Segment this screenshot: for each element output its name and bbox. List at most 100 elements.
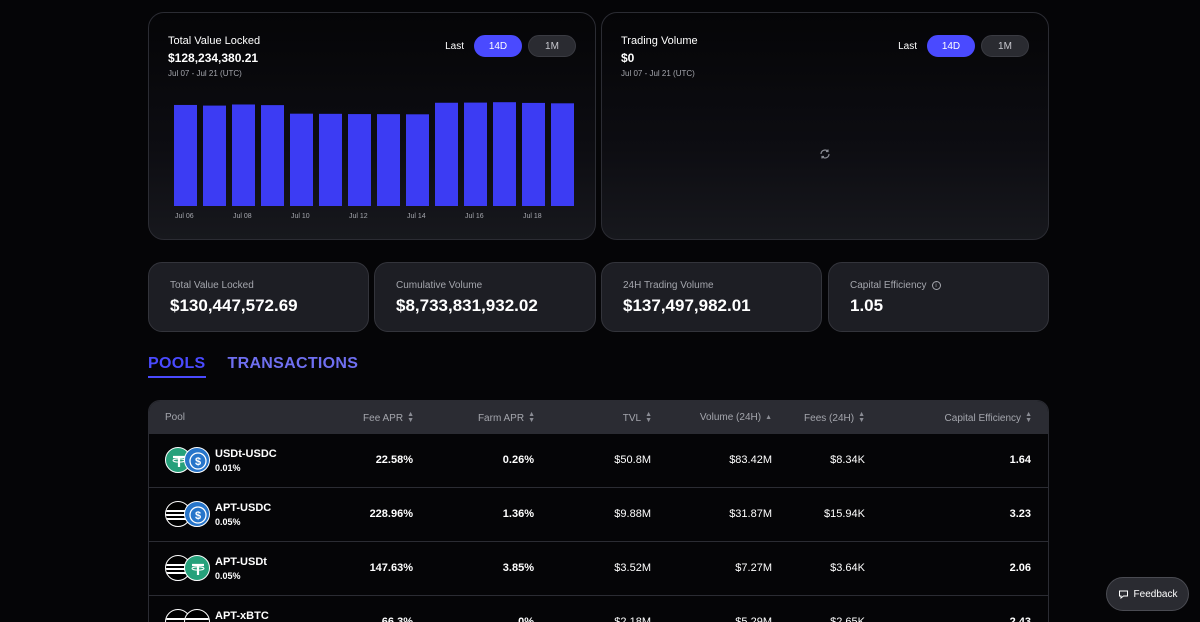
pool-fee-tier: 0.05%: [215, 517, 241, 527]
tvl-bar[interactable]: [464, 102, 487, 206]
table-row[interactable]: APT-USDt 0.05% 147.63% 3.85% $3.52M $7.27M $3.…: [149, 542, 1048, 596]
header-pool-label: Pool: [165, 412, 186, 423]
usdt-token-icon: [184, 555, 210, 581]
x-tick-label: Jul 16: [465, 213, 484, 220]
tvl-bar-chart: Jul 06 Jul 08 Jul 10 Jul 12 Jul 14 Jul 16 Jul …: [174, 102, 574, 220]
cell-fees: $3.64K: [830, 562, 865, 574]
volume-chart-range: Jul 07 - Jul 21 (UTC): [621, 69, 695, 78]
tvl-bar[interactable]: [203, 105, 226, 206]
tvl-bar[interactable]: [232, 104, 255, 206]
cell-volume: $7.27M: [735, 562, 772, 574]
usdc-token-icon: $: [184, 447, 210, 473]
section-tabs: POOLS TRANSACTIONS: [148, 355, 358, 378]
volume-chart-value: $0: [621, 51, 635, 65]
cell-volume: $31.87M: [729, 508, 772, 520]
tvl-bar[interactable]: [174, 104, 197, 206]
tvl-range-last-label: Last: [445, 40, 464, 52]
sort-icon: ▲ ▼: [858, 411, 865, 424]
cell-farm-apr: 1.36%: [502, 508, 534, 520]
x-tick-label: Jul 18: [523, 213, 542, 220]
tvl-bar[interactable]: [435, 102, 458, 206]
x-tick-label: Jul 12: [349, 213, 368, 220]
pool-name: APT-USDC: [215, 502, 272, 514]
sort-icon: ▲ ▼: [1025, 411, 1032, 424]
tvl-range-control: Last 14D 1M: [445, 35, 576, 57]
feedback-label: Feedback: [1133, 588, 1178, 600]
tvl-bar[interactable]: [261, 105, 284, 206]
tvl-chart-range: Jul 07 - Jul 21 (UTC): [168, 69, 242, 78]
table-header: Pool Fee APR ▲ ▼ Farm APR ▲ ▼ TVL ▲ ▼ Volume (…: [149, 401, 1048, 434]
cell-fee-apr: 147.63%: [369, 562, 413, 574]
header-tvl-label: TVL: [622, 412, 642, 424]
tvl-bar[interactable]: [493, 102, 516, 206]
tab-transactions[interactable]: TRANSACTIONS: [227, 355, 359, 372]
xbtc-token-icon: [184, 609, 210, 622]
tvl-bar[interactable]: [348, 114, 371, 206]
pool-name: APT-USDt: [215, 556, 267, 568]
tvl-range-14d-button[interactable]: 14D: [474, 35, 522, 57]
cell-fee-apr: 228.96%: [369, 508, 413, 520]
header-capital-efficiency-label: Capital Efficiency: [944, 412, 1022, 424]
stat-card-24h-volume: 24H Trading Volume $137,497,982.01: [601, 262, 822, 332]
header-fees-label: Fees (24H): [804, 412, 855, 424]
pool-fee-tier: 0.05%: [215, 571, 241, 581]
cell-capital-efficiency: 3.23: [1009, 508, 1031, 520]
header-fee-apr[interactable]: Fee APR ▲ ▼: [363, 411, 414, 424]
stat-label: Total Value Locked: [170, 280, 254, 291]
header-tvl[interactable]: TVL ▲ ▼: [622, 411, 652, 424]
header-capital-efficiency[interactable]: Capital Efficiency ▲ ▼: [944, 411, 1032, 424]
sort-icon: ▲ ▼: [528, 411, 535, 424]
cell-tvl: $3.52M: [614, 562, 651, 574]
tvl-bar[interactable]: [290, 113, 313, 206]
cell-fee-apr: 66.3%: [381, 616, 413, 622]
pool-name: APT-xBTC: [215, 610, 269, 622]
volume-range-14d-button[interactable]: 14D: [927, 35, 975, 57]
tab-pools[interactable]: POOLS: [148, 355, 206, 378]
table-row[interactable]: APT-xBTC 66.3% 0% $2.18M $5.29M $2.65K 2.43: [149, 596, 1048, 622]
volume-range-control: Last 14D 1M: [898, 35, 1029, 57]
cell-fees: $2.65K: [830, 616, 865, 622]
header-volume[interactable]: Volume (24H) ▲: [700, 412, 772, 423]
sort-icon: ▲ ▼: [407, 411, 414, 424]
sort-icon: ▲ ▼: [645, 411, 652, 424]
stat-value: $137,497,982.01: [623, 296, 751, 315]
stat-label-text: Total Value Locked: [170, 280, 254, 291]
cell-volume: $83.42M: [729, 454, 772, 466]
tvl-bar[interactable]: [522, 102, 545, 206]
tvl-chart-title: Total Value Locked: [168, 35, 261, 47]
stat-card-cumulative-volume: Cumulative Volume $8,733,831,932.02: [374, 262, 596, 332]
svg-text:$: $: [195, 456, 201, 468]
stat-label: Cumulative Volume: [396, 280, 482, 291]
pool-name: USDt-USDC: [215, 448, 277, 460]
tvl-bar[interactable]: [551, 103, 574, 206]
cell-capital-efficiency: 2.06: [1009, 562, 1031, 574]
header-fee-apr-label: Fee APR: [363, 412, 404, 424]
tvl-chart-card: Total Value Locked $128,234,380.21 Jul 0…: [148, 12, 596, 240]
x-tick-label: Jul 14: [407, 213, 426, 220]
stat-value: 1.05: [850, 296, 884, 315]
volume-range-1m-button[interactable]: 1M: [981, 35, 1029, 57]
table-row[interactable]: $ USDt-USDC 0.01% 22.58% 0.26% $50.8M $83.42M $…: [149, 434, 1048, 488]
stat-label: Capital Efficiency i: [850, 280, 941, 291]
feedback-button[interactable]: Feedback: [1106, 577, 1189, 611]
cell-fee-apr: 22.58%: [375, 454, 413, 466]
stat-value: $8,733,831,932.02: [396, 296, 538, 315]
cell-tvl: $50.8M: [614, 454, 651, 466]
header-fees[interactable]: Fees (24H) ▲ ▼: [804, 411, 865, 424]
pools-table: Pool Fee APR ▲ ▼ Farm APR ▲ ▼ TVL ▲ ▼ Volume (…: [148, 400, 1049, 622]
sort-up-icon: ▲: [765, 413, 772, 421]
info-icon[interactable]: i: [931, 281, 941, 290]
usdc-token-icon: $: [184, 501, 210, 527]
tvl-bar[interactable]: [377, 114, 400, 206]
cell-farm-apr: 0%: [518, 616, 534, 622]
loading-spinner-icon: [820, 149, 830, 159]
tvl-bar[interactable]: [319, 113, 342, 206]
cell-tvl: $9.88M: [614, 508, 651, 520]
volume-chart-card: Trading Volume $0 Jul 07 - Jul 21 (UTC) …: [601, 12, 1049, 240]
header-farm-apr[interactable]: Farm APR ▲ ▼: [478, 411, 535, 424]
stat-card-tvl: Total Value Locked $130,447,572.69: [148, 262, 369, 332]
tvl-range-1m-button[interactable]: 1M: [528, 35, 576, 57]
stat-label: 24H Trading Volume: [623, 280, 714, 291]
tvl-bar[interactable]: [406, 114, 429, 206]
table-row[interactable]: $ APT-USDC 0.05% 228.96% 1.36% $9.88M $31.87M $…: [149, 488, 1048, 542]
